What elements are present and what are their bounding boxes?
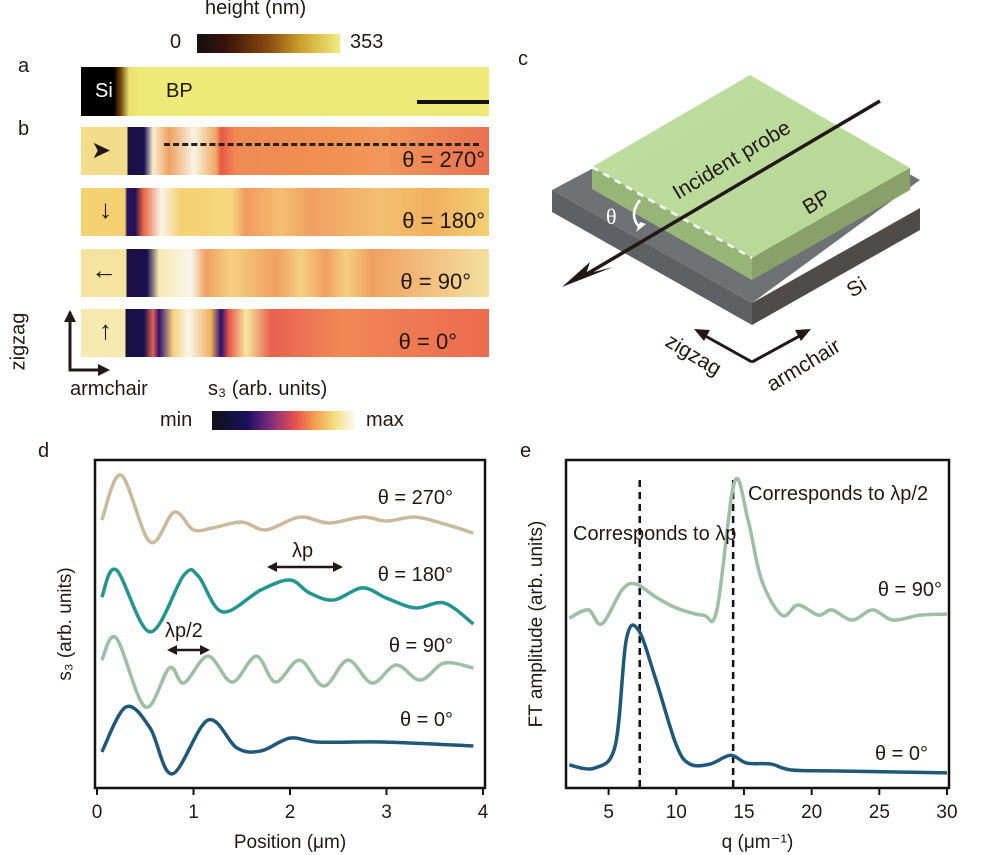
line-cut-dashed — [164, 143, 479, 146]
height-colorbar-title: height (nm) — [205, 0, 307, 19]
lambda-p-annotation: λp — [292, 540, 313, 562]
s3-map-270: ➤ θ = 270° — [81, 127, 489, 175]
si-label: Si — [95, 80, 113, 102]
arrow-right-icon: ➤ — [91, 137, 112, 164]
x-tick-label: 30 — [936, 802, 957, 823]
plot-frame-1 — [564, 458, 951, 790]
x-tick-label: 2 — [285, 802, 296, 823]
s3-colorbar-title: s₃ (arb. units) — [208, 378, 328, 400]
device-schematic: θ Incident probe BP Si zigzag armchair — [552, 75, 920, 396]
series-line-0deg — [569, 623, 948, 775]
height-colorbar — [197, 34, 340, 53]
theta-symbol: θ — [606, 204, 617, 229]
s3-map-90: ← θ = 90° — [81, 249, 489, 297]
panel-label-a: a — [18, 55, 30, 77]
armchair-arrow-icon — [795, 329, 811, 341]
theta-label: θ = 180° — [402, 208, 485, 233]
x-tick-label: 3 — [381, 802, 392, 823]
arrowhead-icon — [64, 310, 110, 376]
series-label: θ = 90° — [389, 635, 453, 657]
incident-probe-line — [579, 99, 881, 280]
series-line-90deg — [568, 477, 948, 627]
series-label: θ = 90° — [878, 579, 942, 601]
x-axis-label: Position (μm) — [234, 832, 346, 853]
lattice-axes — [64, 310, 110, 376]
s3-map-180: ↓ θ = 180° — [81, 188, 489, 236]
probe-arrowhead-icon — [562, 262, 613, 287]
charts: 0 1 2 3 4 Position (μm) s₃ (arb. units) 5 10 15 20… — [55, 458, 958, 853]
x-tick-label: 5 — [603, 802, 614, 823]
s3-map-0: ↑ θ = 0° — [81, 309, 489, 357]
panel-label-d: d — [38, 440, 50, 462]
dashed-edge — [591, 165, 753, 260]
height-colorbar-max: 353 — [350, 31, 384, 53]
arrowhead-icon — [333, 562, 343, 572]
y-axis-label: s₃ (arb. units) — [55, 567, 76, 680]
arrow-up-icon: ↑ — [99, 315, 112, 345]
annotation-lambda-p: Corresponds to λp — [573, 523, 736, 545]
bp-label: BP — [166, 80, 193, 102]
arrowhead-icon — [200, 645, 210, 655]
series-line-180deg — [100, 567, 475, 634]
si-3d-label: Si — [843, 273, 871, 302]
half-lambda-annotation: λp/2 — [165, 620, 203, 642]
height-map: Si BP — [81, 67, 489, 116]
panel-label-c: c — [518, 48, 528, 70]
s3-colorbar — [212, 411, 355, 430]
height-colorbar-min: 0 — [170, 31, 182, 53]
scale-bar — [417, 100, 489, 104]
panel-label-b: b — [18, 118, 30, 140]
x-tick-label: 15 — [733, 802, 754, 823]
x-tick-label: 10 — [666, 802, 687, 823]
series-line-0deg — [100, 704, 474, 776]
arrow-left-icon: ← — [91, 255, 117, 285]
theta-label: θ = 270° — [402, 147, 485, 172]
arrowhead-icon — [267, 562, 277, 572]
s3-colorbar-min: min — [160, 409, 193, 431]
series-line-90deg — [100, 634, 474, 709]
theta-arc-icon — [632, 199, 641, 229]
series-line-270deg — [100, 473, 474, 545]
zigzag-arrow-icon — [694, 329, 710, 341]
s3-colorbar-max: max — [366, 409, 404, 431]
series-label: θ = 180° — [378, 564, 453, 586]
x-tick-label: 1 — [188, 802, 199, 823]
series-label: θ = 0° — [875, 743, 928, 765]
theta-label: θ = 0° — [398, 329, 457, 354]
series-label: θ = 0° — [400, 709, 453, 731]
theta-label: θ = 90° — [400, 269, 471, 294]
x-tick-label: 25 — [869, 802, 890, 823]
y-axis-label: FT amplitude (arb. units) — [526, 521, 547, 728]
x-tick-label: 4 — [478, 802, 489, 823]
panel-label-e: e — [520, 440, 532, 462]
c-zigzag-label: zigzag — [661, 330, 725, 381]
x-tick-label: 0 — [92, 802, 103, 823]
c-armchair-label: armchair — [763, 334, 845, 396]
x-tick-label: 20 — [801, 802, 822, 823]
armchair-label: armchair — [70, 378, 148, 400]
arrowhead-icon — [167, 645, 177, 655]
series-label: θ = 270° — [378, 487, 453, 509]
annotation-half-lambda: Corresponds to λp/2 — [748, 483, 928, 505]
arrow-down-icon: ↓ — [99, 194, 112, 224]
x-axis-label: q (μm⁻¹) — [722, 832, 794, 853]
